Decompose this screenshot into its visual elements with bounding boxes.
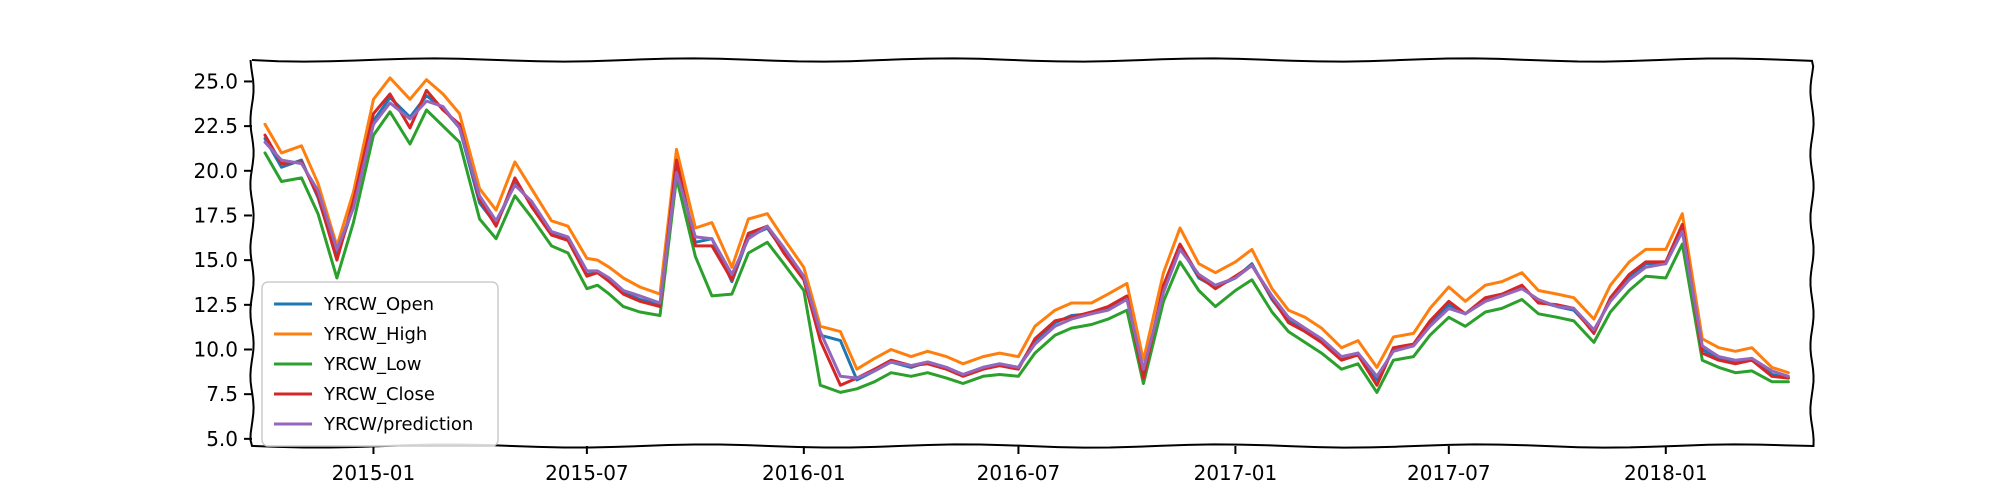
series-layer [263,76,1790,394]
legend-label: YRCW_High [323,324,427,345]
legend-label: YRCW/prediction [323,414,473,435]
x-tick-label: 2015-07 [545,461,629,485]
y-tick-label: 12.5 [193,293,238,317]
x-tick-label: 2017-01 [1194,461,1278,485]
y-tick-label: 22.5 [193,114,238,138]
y-axis: 5.0 7.5 10.0 12.5 15.0 17.5 20.0 22.5 25.0 [193,69,252,451]
legend-item: YRCW_Low [274,354,421,375]
series-line-yrcw-prediction [263,99,1790,380]
x-tick-label: 2017-07 [1407,461,1491,485]
legend-item: YRCW_Open [274,294,434,315]
legend: YRCW_Open YRCW_High YRCW_Low YRCW_Close YRCW… [261,281,499,447]
x-axis: 2015-01 2015-07 2016-01 2016-07 2017-01 2017-… [332,446,1708,485]
x-tick-label: 2018-01 [1624,461,1708,485]
y-tick-label: 15.0 [193,248,238,272]
legend-label: YRCW_Open [323,294,434,315]
y-tick-label: 7.5 [206,382,238,406]
legend-item: YRCW_High [274,324,427,345]
legend-label: YRCW_Close [323,384,435,405]
plot-frame [249,57,1815,449]
x-tick-label: 2016-07 [977,461,1061,485]
legend-item: YRCW_Close [274,384,435,405]
y-tick-label: 5.0 [206,427,238,451]
x-tick-label: 2016-01 [762,461,846,485]
legend-label: YRCW_Low [323,354,421,375]
legend-box [261,281,499,447]
series-line-yrcw-high [263,76,1790,375]
y-tick-label: 10.0 [193,338,238,362]
series-line-yrcw-low [263,108,1790,394]
y-tick-label: 25.0 [193,69,238,93]
legend-item: YRCW/prediction [274,414,473,435]
x-tick-label: 2015-01 [332,461,416,485]
y-tick-label: 17.5 [193,203,238,227]
y-tick-label: 20.0 [193,159,238,183]
